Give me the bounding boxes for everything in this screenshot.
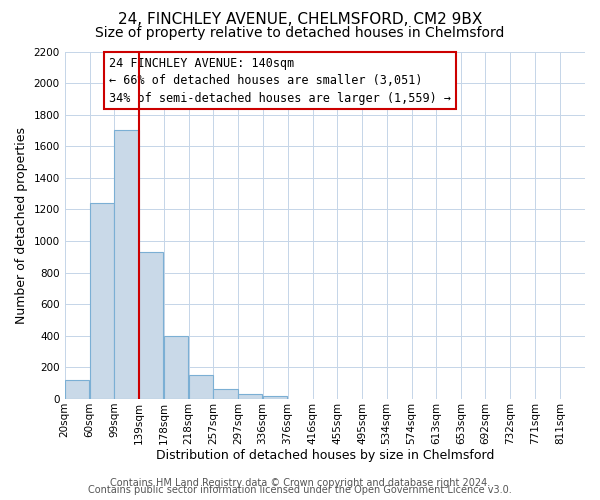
- Bar: [189, 376, 213, 399]
- Bar: [139, 252, 163, 399]
- Text: Contains public sector information licensed under the Open Government Licence v3: Contains public sector information licen…: [88, 485, 512, 495]
- Bar: [90, 203, 114, 399]
- Text: 24 FINCHLEY AVENUE: 140sqm
← 66% of detached houses are smaller (3,051)
34% of s: 24 FINCHLEY AVENUE: 140sqm ← 66% of deta…: [109, 56, 451, 104]
- Bar: [263, 396, 287, 399]
- Text: Size of property relative to detached houses in Chelmsford: Size of property relative to detached ho…: [95, 26, 505, 40]
- X-axis label: Distribution of detached houses by size in Chelmsford: Distribution of detached houses by size …: [155, 450, 494, 462]
- Text: 24, FINCHLEY AVENUE, CHELMSFORD, CM2 9BX: 24, FINCHLEY AVENUE, CHELMSFORD, CM2 9BX: [118, 12, 482, 28]
- Bar: [65, 380, 89, 399]
- Bar: [114, 130, 139, 399]
- Bar: [164, 336, 188, 399]
- Text: Contains HM Land Registry data © Crown copyright and database right 2024.: Contains HM Land Registry data © Crown c…: [110, 478, 490, 488]
- Bar: [213, 389, 238, 399]
- Y-axis label: Number of detached properties: Number of detached properties: [15, 127, 28, 324]
- Bar: [238, 394, 262, 399]
